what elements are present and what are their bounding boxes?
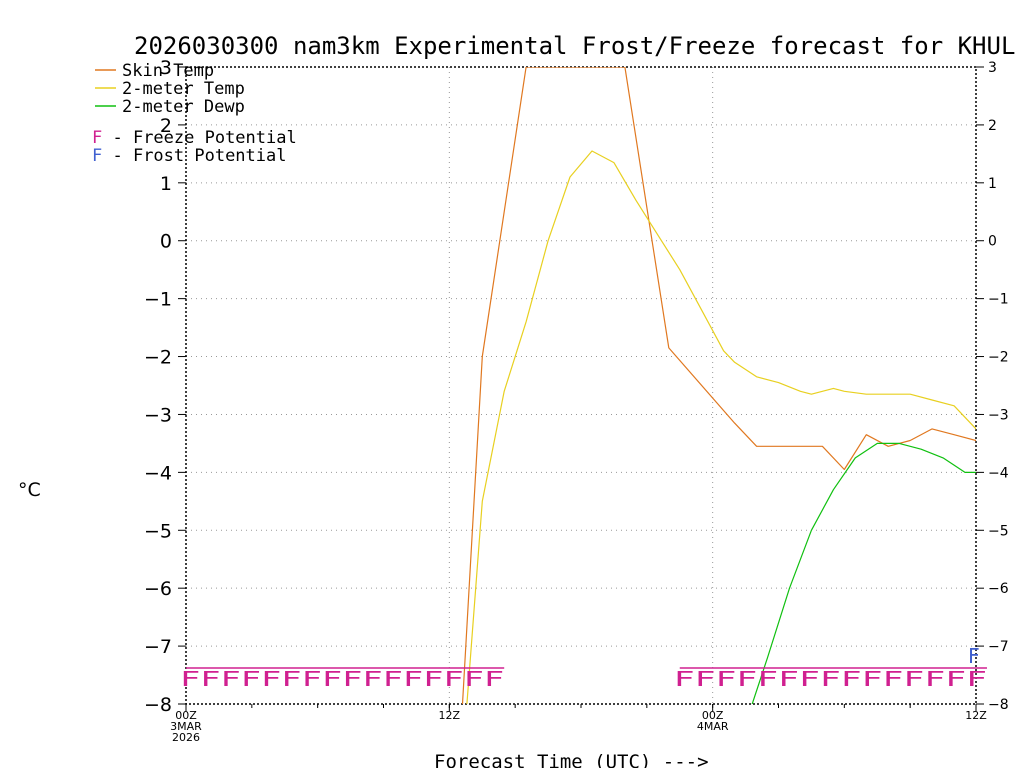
series-line-skin-temp	[461, 67, 976, 704]
y-tick-label-right: −7	[988, 639, 1009, 655]
y-tick-label-left: −6	[144, 578, 172, 600]
y-tick-label-left: −7	[144, 636, 172, 658]
legend-label: Skin Temp	[122, 61, 214, 81]
x-tick-label: 00Z	[702, 709, 724, 722]
x-tick-label: 2026	[172, 731, 200, 744]
freeze-potential-marks: FFFFFFFFFFFFFFFF	[180, 667, 504, 691]
y-tick-label-left: −1	[144, 289, 172, 311]
y-axis-label: °C	[18, 479, 41, 501]
grid-lines	[186, 67, 976, 704]
frost-potential-legend: F - Frost Potential	[92, 146, 286, 166]
y-tick-label-right: 2	[988, 118, 997, 134]
x-axis-label: Forecast Time (UTC) --->	[434, 751, 709, 768]
y-tick-label-left: −5	[144, 520, 172, 542]
frost-potential-mark: F	[968, 644, 980, 668]
y-tick-label-left: 2	[160, 115, 172, 137]
freeze-potential-marks: FFFFFFFFFFFFFFF	[674, 667, 987, 691]
x-tick-label: 4MAR	[697, 720, 729, 733]
series-line-2-meter-dewp	[751, 442, 976, 704]
y-tick-label-right: −8	[988, 697, 1009, 713]
x-tick-label: 00Z	[175, 709, 197, 722]
y-tick-label-left: 0	[160, 231, 172, 253]
y-tick-label-left: 3	[160, 57, 172, 79]
freeze-potential-legend: F - Freeze Potential	[92, 128, 297, 148]
axes: −8 −8 −7 −7 −6 −6 −5 −5 −4 −4 −3 −3 −2 −2 −1 −1 0 0 1 1 2 2 3 3…	[144, 57, 1009, 744]
legend-label: 2-meter Temp	[122, 79, 245, 99]
x-tick-label: 12Z	[439, 709, 461, 722]
y-tick-label-right: 0	[988, 234, 997, 250]
plot-frame	[185, 66, 977, 705]
y-tick-label-right: −2	[988, 350, 1009, 366]
y-tick-label-right: −5	[988, 523, 1009, 539]
y-tick-label-left: −4	[144, 462, 172, 484]
y-tick-label-right: −6	[988, 581, 1009, 597]
y-tick-label-left: −2	[144, 347, 172, 369]
chart-title: 2026030300 nam3km Experimental Frost/Fre…	[134, 32, 1015, 60]
potential-markers: FFFFFFFFFFFFFFFFFFFFFFFFFFFFFFFFFFFFFFFF…	[180, 644, 987, 691]
y-tick-label-left: −8	[144, 694, 172, 716]
legend-label: 2-meter Dewp	[122, 97, 245, 117]
y-tick-label-right: −3	[988, 407, 1009, 423]
y-tick-label-right: −4	[988, 465, 1009, 481]
series-line-2-meter-temp	[466, 150, 976, 704]
y-tick-label-right: 1	[988, 176, 997, 192]
series-lines	[461, 67, 976, 704]
y-tick-label-left: 1	[160, 173, 172, 195]
x-tick-label: 12Z	[965, 709, 987, 722]
y-tick-label-left: −3	[144, 404, 172, 426]
y-tick-label-right: 3	[988, 60, 997, 76]
y-tick-label-right: −1	[988, 292, 1009, 308]
x-tick-label: 3MAR	[170, 720, 202, 733]
